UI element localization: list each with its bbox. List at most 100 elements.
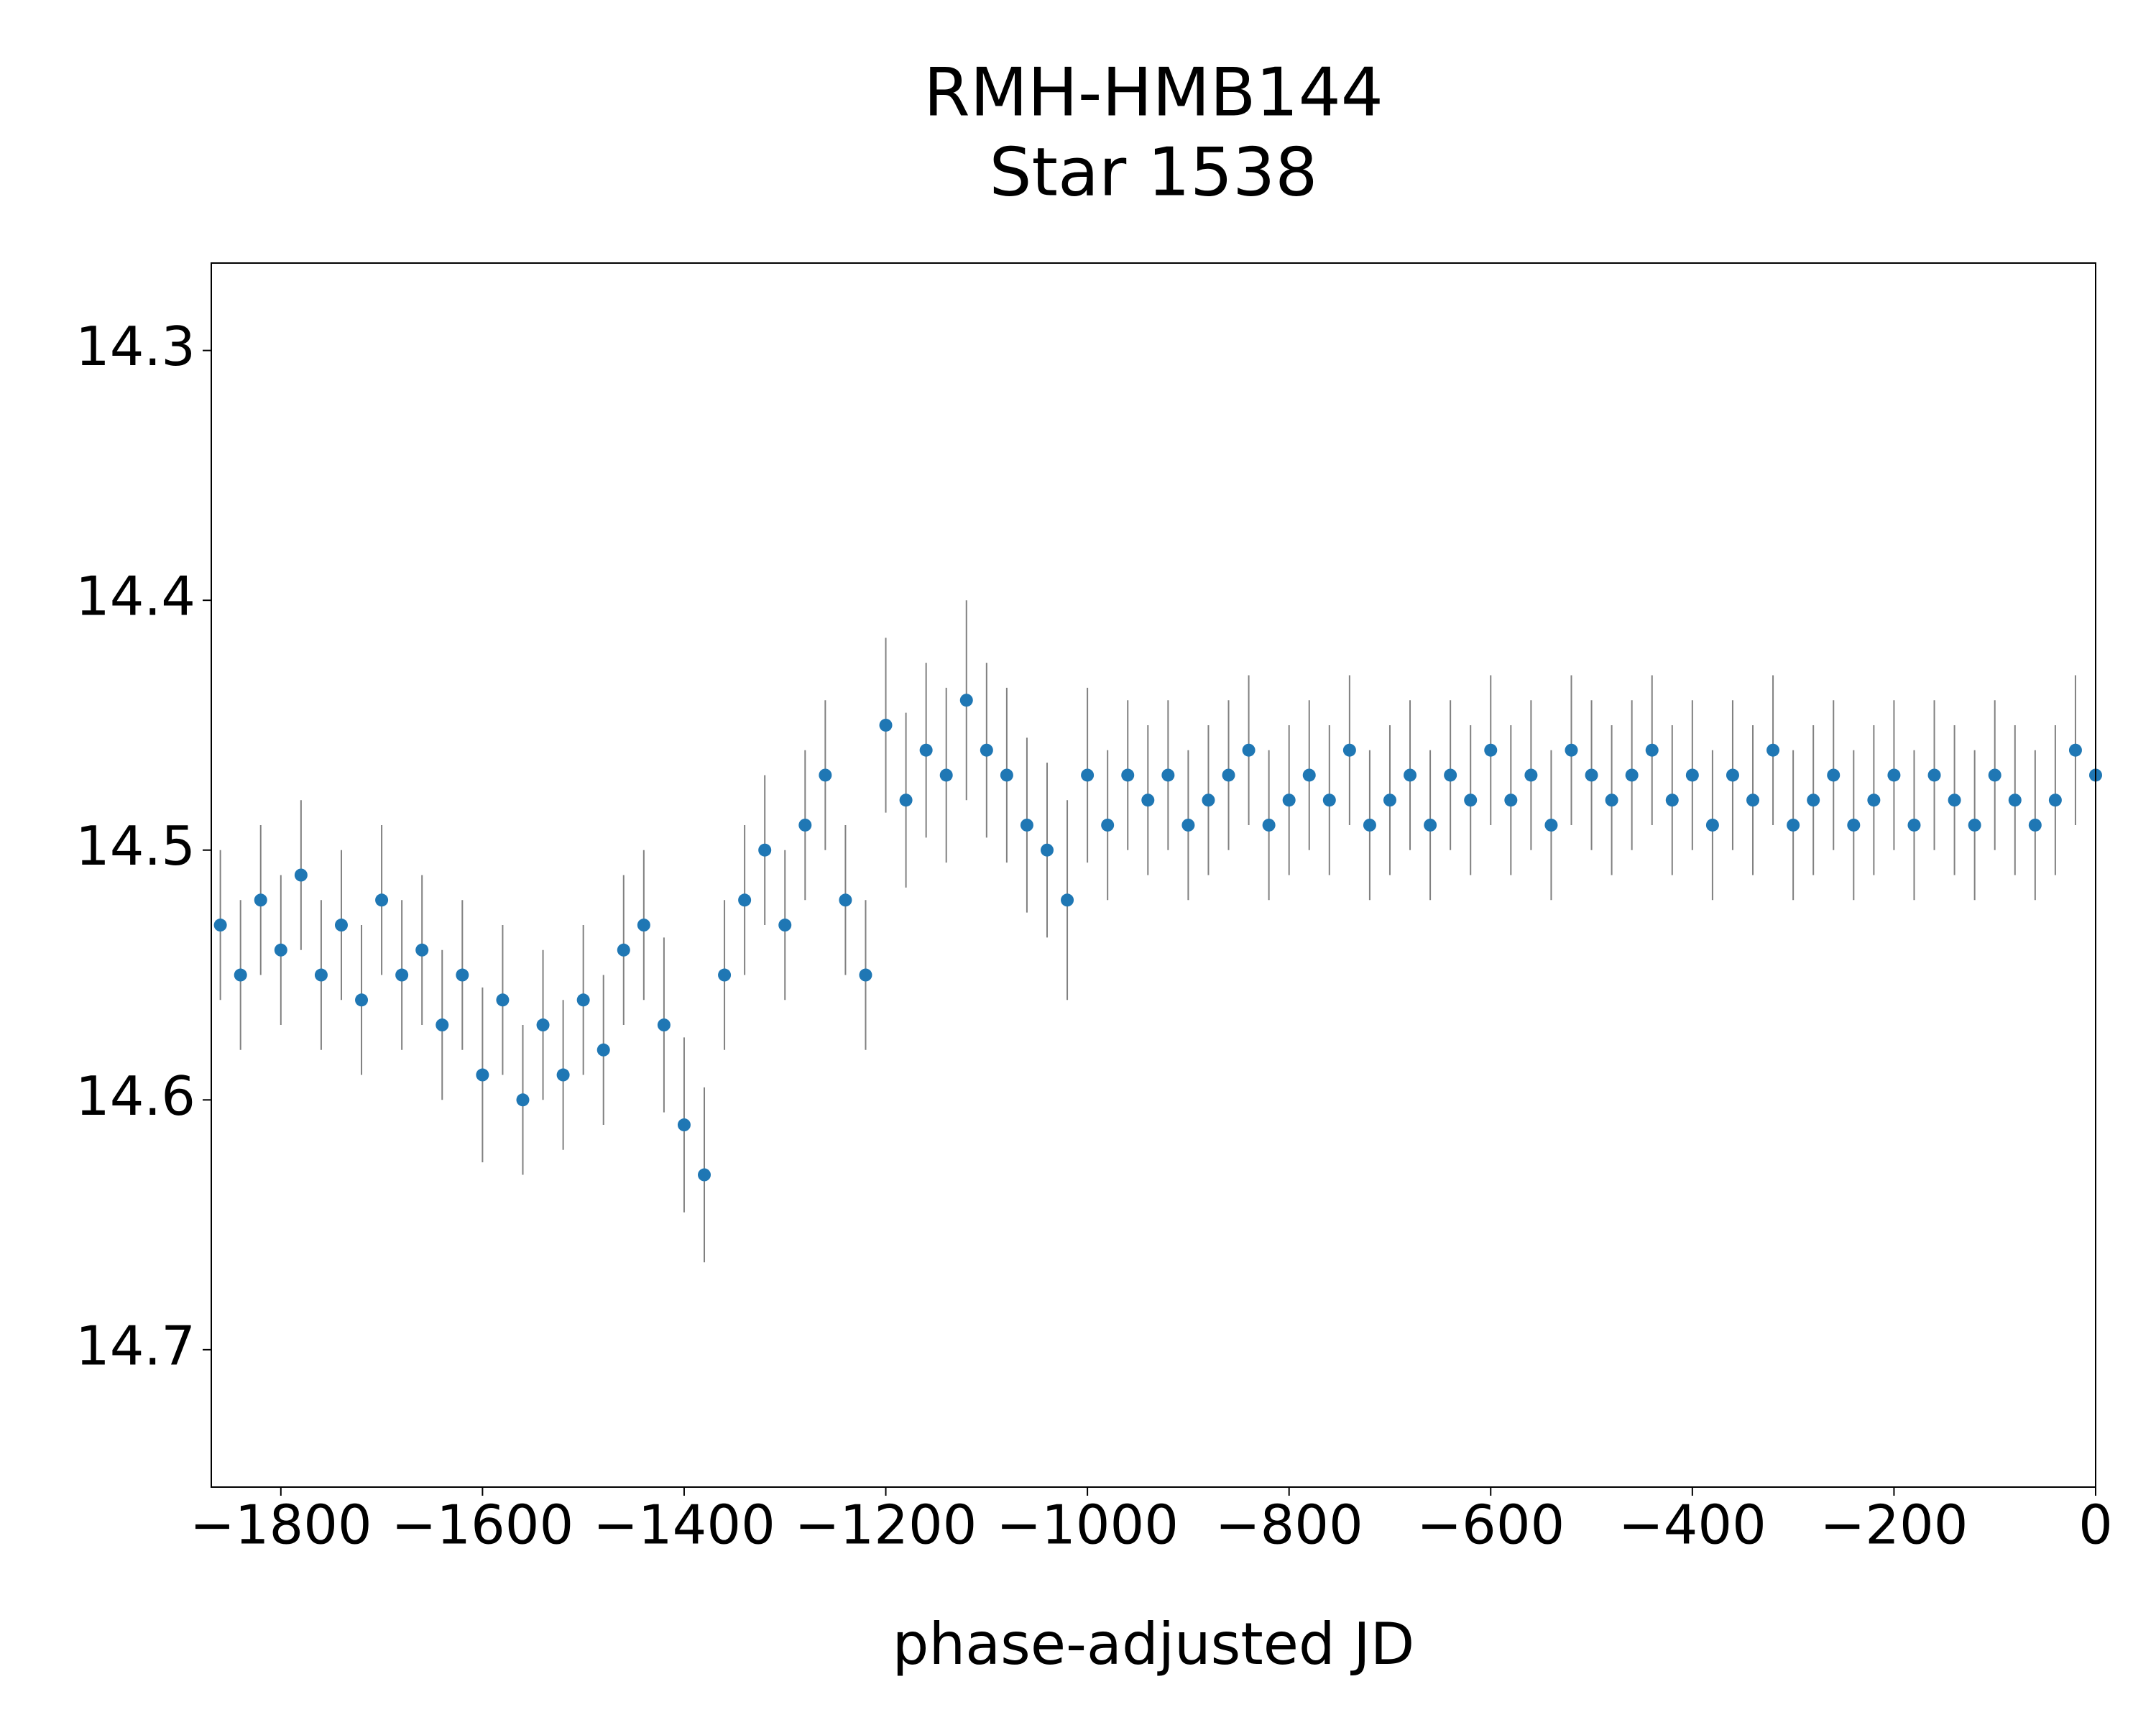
- data-point: [1544, 818, 1558, 832]
- data-point: [1302, 768, 1316, 782]
- data-point: [1282, 794, 1296, 807]
- data-point: [274, 943, 287, 957]
- data-point: [1948, 794, 1961, 807]
- data-point: [1705, 818, 1719, 832]
- data-point: [1322, 794, 1336, 807]
- data-point: [798, 818, 812, 832]
- data-point: [1726, 768, 1739, 782]
- data-point: [1766, 743, 1780, 757]
- data-point: [1927, 768, 1941, 782]
- data-point: [1020, 818, 1033, 832]
- data-point: [718, 968, 732, 982]
- data-point: [1565, 743, 1578, 757]
- y-tick-label: 14.4: [75, 565, 195, 628]
- data-point: [879, 718, 893, 732]
- y-tick-label: 14.7: [75, 1314, 195, 1377]
- data-point: [1383, 794, 1396, 807]
- x-tick-label: −1400: [593, 1494, 775, 1557]
- y-tick-label: 14.6: [75, 1064, 195, 1128]
- chart-subtitle: Star 1538: [990, 133, 1318, 211]
- data-point: [1787, 818, 1800, 832]
- data-point: [334, 919, 348, 932]
- data-point: [637, 919, 650, 932]
- data-point: [1040, 843, 1054, 857]
- data-point: [617, 943, 630, 957]
- data-point: [1585, 768, 1598, 782]
- data-point: [536, 1018, 550, 1032]
- data-point: [1202, 794, 1215, 807]
- data-point: [1484, 743, 1498, 757]
- data-point: [1807, 794, 1820, 807]
- data-point: [576, 993, 590, 1007]
- data-point: [1222, 768, 1235, 782]
- data-point: [1645, 743, 1659, 757]
- data-point: [1141, 794, 1155, 807]
- data-point: [456, 968, 469, 982]
- data-point: [939, 768, 953, 782]
- data-point: [698, 1168, 711, 1182]
- data-point: [395, 968, 409, 982]
- data-point: [1404, 768, 1417, 782]
- x-tick-label: −1200: [795, 1494, 977, 1557]
- data-point: [1121, 768, 1135, 782]
- x-tick-label: −800: [1215, 1494, 1363, 1557]
- data-point: [1907, 818, 1921, 832]
- data-point: [1665, 794, 1679, 807]
- data-point: [1524, 768, 1538, 782]
- data-point: [819, 768, 832, 782]
- data-point: [496, 993, 510, 1007]
- x-tick-label: −1600: [392, 1494, 574, 1557]
- data-point: [415, 943, 429, 957]
- x-axis-label: phase-adjusted JD: [893, 1611, 1415, 1678]
- data-point: [1061, 893, 1074, 907]
- data-point: [859, 968, 872, 982]
- data-point: [314, 968, 328, 982]
- x-tick-label: −200: [1820, 1494, 1968, 1557]
- data-point: [355, 993, 369, 1007]
- data-point: [1242, 743, 1256, 757]
- data-point: [1827, 768, 1841, 782]
- data-point: [476, 1068, 489, 1082]
- data-point: [738, 893, 752, 907]
- data-point: [1847, 818, 1861, 832]
- data-point: [294, 868, 308, 882]
- x-tick-label: −1000: [996, 1494, 1179, 1557]
- data-point: [758, 843, 772, 857]
- data-point: [1262, 818, 1276, 832]
- data-point: [2028, 818, 2042, 832]
- data-point: [2048, 794, 2062, 807]
- x-tick-label: −600: [1416, 1494, 1565, 1557]
- data-point: [1363, 818, 1376, 832]
- data-point: [839, 893, 852, 907]
- data-point: [1444, 768, 1457, 782]
- data-point: [1605, 794, 1618, 807]
- chart-title: RMH-HMB144: [923, 53, 1383, 131]
- data-point: [1887, 768, 1901, 782]
- data-point: [1424, 818, 1437, 832]
- data-point: [556, 1068, 570, 1082]
- x-tick-label: −400: [1618, 1494, 1766, 1557]
- data-point: [980, 743, 993, 757]
- x-tick-label: −1800: [190, 1494, 372, 1557]
- data-point: [1181, 818, 1195, 832]
- data-point: [2068, 743, 2082, 757]
- data-point: [1342, 743, 1356, 757]
- data-point: [1504, 794, 1518, 807]
- data-point: [234, 968, 247, 982]
- data-point: [1161, 768, 1175, 782]
- data-point: [677, 1118, 691, 1132]
- data-point: [1746, 794, 1760, 807]
- data-point: [899, 794, 913, 807]
- data-point: [959, 694, 973, 707]
- data-point: [1000, 768, 1013, 782]
- data-point: [1464, 794, 1478, 807]
- data-point: [2008, 794, 2022, 807]
- plot-frame: [211, 262, 2096, 1488]
- data-point: [919, 743, 933, 757]
- data-point: [516, 1093, 530, 1107]
- data-point: [657, 1018, 671, 1032]
- data-point: [254, 893, 267, 907]
- data-point: [1685, 768, 1699, 782]
- data-point: [213, 919, 227, 932]
